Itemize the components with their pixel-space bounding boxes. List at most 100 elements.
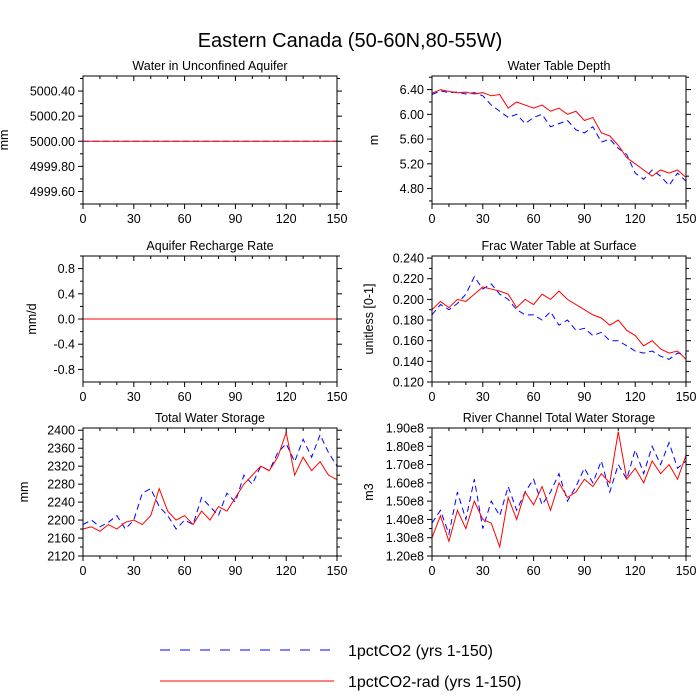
panel-3: 0 30 60 90 120 150 -0.8 -0.4 0.0 0.4 0.8 Aquifer Re… [25, 239, 347, 404]
panel-1: 0 30 60 90 120 150 4999.60 4999.80 5000.00 5000.2… [0, 59, 347, 226]
y-tick-label: 0.0 [58, 313, 75, 327]
y-tick-label: 5.60 [400, 133, 424, 147]
x-tick-label: 30 [127, 212, 141, 226]
y-tick-label: 1.60e8 [386, 476, 424, 490]
y-tick-label: 2200 [47, 514, 75, 528]
panel-4: 0 30 60 90 120 150 0.120 0.140 0.160 0.180 0.200 0.… [362, 239, 696, 404]
x-tick-label: 150 [327, 212, 348, 226]
y-tick-label: 4999.80 [30, 160, 75, 174]
y-tick-label: 2120 [47, 550, 75, 564]
x-tick-label: 60 [527, 390, 541, 404]
panel-title: Frac Water Table at Surface [482, 239, 637, 253]
series-line-1pctco2-rad [432, 286, 686, 360]
x-tick-label: 60 [178, 390, 192, 404]
plot-frame [431, 427, 687, 557]
y-tick-label: 1.80e8 [386, 440, 424, 454]
x-tick-label: 150 [676, 564, 697, 578]
series-line-1pctco2 [432, 275, 686, 360]
x-tick-label: 90 [228, 390, 242, 404]
y-tick-label: 2400 [47, 424, 75, 438]
x-tick-label: 150 [676, 390, 697, 404]
y-axis-label: unitless [0-1] [362, 284, 376, 355]
x-tick-label: 0 [80, 390, 87, 404]
x-tick-label: 120 [625, 212, 646, 226]
panels: 0 30 60 90 120 150 4999.60 4999.80 5000.00 5000.2… [0, 59, 696, 578]
plot-frame [82, 427, 338, 557]
y-tick-label: 0.240 [393, 252, 424, 266]
y-tick-label: 0.140 [393, 355, 424, 369]
y-tick-label: 2320 [47, 460, 75, 474]
y-tick-label: 1.50e8 [386, 495, 424, 509]
x-tick-label: 60 [527, 564, 541, 578]
x-tick-label: 90 [577, 564, 591, 578]
x-tick-label: 90 [228, 564, 242, 578]
series-line-1pctco2-rad [432, 431, 686, 549]
y-tick-label: 0.8 [58, 262, 75, 276]
series-line-1pctco2-rad [432, 89, 686, 178]
y-tick-label: 5.20 [400, 157, 424, 171]
x-tick-label: 60 [527, 212, 541, 226]
legend-label: 1pctCO2-rad (yrs 1-150) [348, 674, 521, 691]
x-tick-label: 0 [429, 212, 436, 226]
x-tick-label: 30 [127, 390, 141, 404]
x-tick-label: 150 [327, 390, 348, 404]
x-tick-label: 150 [327, 564, 348, 578]
y-tick-label: 2280 [47, 478, 75, 492]
series-line-1pctco2-rad [83, 430, 337, 532]
y-axis-label: m3 [362, 483, 376, 500]
panel-title: River Channel Total Water Storage [463, 411, 656, 425]
y-tick-label: 0.4 [58, 287, 75, 301]
y-tick-label: 0.120 [393, 376, 424, 390]
plot-frame [82, 75, 338, 205]
x-tick-label: 0 [80, 212, 87, 226]
y-tick-label: 1.20e8 [386, 550, 424, 564]
x-tick-label: 120 [276, 390, 297, 404]
plot-frame [431, 255, 687, 383]
y-tick-label: 2360 [47, 442, 75, 456]
series-line-1pctco2 [432, 90, 686, 187]
series-line-1pctco2 [83, 433, 337, 530]
panel-6: 0 30 60 90 120 150 1.20e8 1.30e8 1.40e8 1.50e8 1.6… [362, 411, 696, 578]
x-tick-label: 60 [178, 212, 192, 226]
panel-title: Total Water Storage [155, 411, 265, 425]
x-tick-label: 0 [429, 390, 436, 404]
y-tick-label: 5000.40 [30, 85, 75, 99]
y-tick-label: 4.80 [400, 182, 424, 196]
y-tick-label: 0.180 [393, 314, 424, 328]
panel-title: Water in Unconfined Aquifer [132, 59, 287, 73]
x-tick-label: 0 [80, 564, 87, 578]
y-tick-label: -0.8 [53, 363, 75, 377]
y-tick-label: 0.200 [393, 293, 424, 307]
x-tick-label: 90 [577, 390, 591, 404]
legend-label: 1pctCO2 (yrs 1-150) [348, 643, 493, 660]
y-tick-label: 1.40e8 [386, 513, 424, 527]
y-axis-label: mm [0, 130, 11, 151]
series-line-1pctco2 [432, 441, 686, 536]
y-tick-label: 6.00 [400, 108, 424, 122]
plot-frame [431, 75, 687, 205]
x-tick-label: 30 [127, 564, 141, 578]
y-tick-label: 0.160 [393, 334, 424, 348]
x-tick-label: 120 [625, 390, 646, 404]
y-tick-label: -0.4 [53, 338, 75, 352]
y-axis-label: mm [17, 482, 31, 503]
x-tick-label: 90 [228, 212, 242, 226]
y-tick-label: 1.30e8 [386, 531, 424, 545]
y-tick-label: 0.220 [393, 272, 424, 286]
y-axis-label: m [367, 135, 381, 145]
x-tick-label: 0 [429, 564, 436, 578]
x-tick-label: 120 [276, 212, 297, 226]
y-tick-label: 4999.60 [30, 185, 75, 199]
y-tick-label: 1.90e8 [386, 422, 424, 436]
panel-5: 0 30 60 90 120 150 2120 2160 2200 2240 2280 2320 236… [17, 411, 347, 578]
y-tick-label: 1.70e8 [386, 458, 424, 472]
panel-title: Water Table Depth [508, 59, 611, 73]
y-tick-label: 6.40 [400, 83, 424, 97]
x-tick-label: 150 [676, 212, 697, 226]
y-tick-label: 5000.20 [30, 110, 75, 124]
y-tick-label: 5000.00 [30, 135, 75, 149]
x-tick-label: 30 [476, 212, 490, 226]
figure-title: Eastern Canada (50-60N,80-55W) [198, 30, 503, 52]
x-tick-label: 120 [276, 564, 297, 578]
y-tick-label: 2240 [47, 496, 75, 510]
